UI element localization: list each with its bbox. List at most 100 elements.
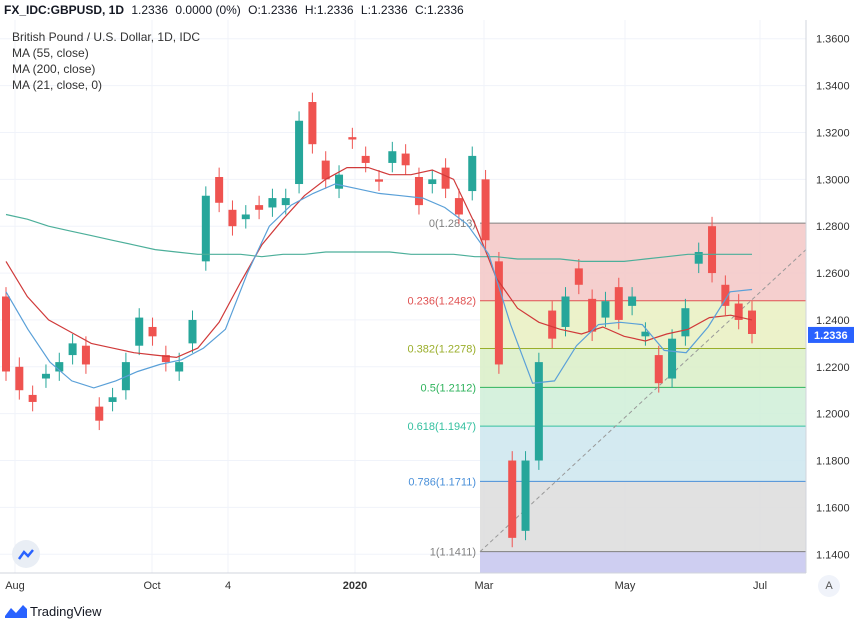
price-tick-label: 1.3400 <box>816 81 850 93</box>
candle-body <box>241 214 250 220</box>
time-tick-label: 2020 <box>343 580 367 592</box>
price-tick-label: 1.3000 <box>816 174 850 186</box>
candle-body <box>361 155 370 163</box>
candle-body <box>494 261 503 365</box>
fib-zone <box>480 387 806 427</box>
open-value: O:1.2336 <box>248 3 298 17</box>
candle-body <box>708 226 717 274</box>
candle-body <box>428 179 437 185</box>
candle-body <box>481 179 490 241</box>
ma21-line <box>5 167 753 359</box>
candle-body <box>148 326 157 337</box>
tradingview-logo-icon <box>5 605 27 618</box>
price-chart[interactable]: 0(1.2813) 0.236(1.2482) 0.382(1.2278) 0.5(1… <box>0 20 856 600</box>
candle-body <box>335 174 344 189</box>
candle-body <box>108 397 117 402</box>
fib-zone <box>480 481 806 552</box>
candle-body <box>681 308 690 337</box>
candle-body <box>228 209 237 227</box>
fib-level-label: 0.236(1.2482) <box>408 296 477 308</box>
ma200-line <box>5 213 752 262</box>
candle-body <box>628 296 637 306</box>
fib-level-label: 0(1.2813) <box>429 218 476 230</box>
high-value: H:1.2336 <box>304 3 354 17</box>
candle-body <box>561 296 570 327</box>
candle-body <box>414 176 423 206</box>
candle-body <box>375 179 383 182</box>
candle-body <box>401 153 410 166</box>
low-value: L:1.2336 <box>360 3 408 17</box>
cloud-icon[interactable] <box>12 540 40 568</box>
candle-body <box>601 301 610 318</box>
symbol-name[interactable]: FX_IDC:GBPUSD, 1D <box>4 3 125 17</box>
candle-body <box>348 137 357 140</box>
candle-body <box>95 406 104 421</box>
price-tick-label: 1.2400 <box>816 315 850 327</box>
candle-body <box>388 151 397 163</box>
candle-body <box>15 366 24 391</box>
candle-body <box>508 460 517 538</box>
fib-level-label: 1(1.1411) <box>430 547 476 559</box>
price-tick-label: 1.2800 <box>816 221 850 233</box>
candle-body <box>534 362 543 461</box>
candle-body <box>55 362 64 372</box>
candle-body <box>68 343 77 356</box>
fib-level-label: 0.5(1.2112) <box>421 382 476 394</box>
candle-body <box>188 319 197 344</box>
candle-body <box>694 251 703 264</box>
candle-body <box>614 287 623 320</box>
fib-zone <box>480 551 806 573</box>
time-tick-label: Mar <box>475 580 494 592</box>
candle-body <box>295 120 304 185</box>
candle-body <box>135 317 144 346</box>
candle-body <box>81 345 90 365</box>
price-tick-label: 1.2200 <box>816 362 850 374</box>
footer: TradingView <box>0 600 856 623</box>
price-tick-label: 1.1600 <box>816 502 850 514</box>
ma55-legend[interactable]: MA (55, close) <box>12 46 89 60</box>
candle-body <box>28 394 37 402</box>
candle-body <box>641 331 650 337</box>
price-tick-label: 1.1400 <box>816 549 850 561</box>
last-price: 1.2336 <box>131 3 169 17</box>
current-price-tag <box>808 326 854 343</box>
ma200-legend[interactable]: MA (200, close) <box>12 62 96 76</box>
candle-body <box>2 296 10 372</box>
candle-body <box>654 355 663 384</box>
price-change: 0.0000 (0%) <box>175 3 241 17</box>
candle-body <box>588 298 597 332</box>
candle-body <box>215 176 224 203</box>
time-tick-label: 4 <box>225 580 231 592</box>
chart-title: British Pound / U.S. Dollar, 1D, IDC <box>12 30 201 44</box>
tradingview-brand[interactable]: TradingView <box>30 604 102 619</box>
candle-body <box>308 102 317 145</box>
price-tick-label: 1.2600 <box>816 268 850 280</box>
price-tick-label: 1.3600 <box>816 34 850 46</box>
candle-body <box>268 198 277 208</box>
candle-body <box>321 160 330 180</box>
time-tick-label: Jul <box>753 580 767 592</box>
price-tick-label: 1.2000 <box>816 409 850 421</box>
ma55-line <box>5 183 753 389</box>
candle-body <box>521 460 530 531</box>
ma21-legend[interactable]: MA (21, close, 0) <box>12 78 103 92</box>
price-tick-label: 1.1800 <box>816 456 850 468</box>
candle-body <box>668 338 677 379</box>
candle-body <box>454 198 463 215</box>
candle-body <box>734 303 743 320</box>
time-tick-label: Aug <box>5 580 25 592</box>
fib-zone <box>480 348 806 388</box>
candle-body <box>161 355 170 363</box>
candle-body <box>281 198 290 206</box>
candle-body <box>548 310 557 339</box>
fib-level-label: 0.786(1.1711) <box>408 476 476 488</box>
fib-level-label: 0.382(1.2278) <box>408 344 477 356</box>
candle-body <box>468 155 477 192</box>
fib-level-label: 0.618(1.1947) <box>408 421 477 433</box>
auto-scale-button[interactable]: A <box>818 575 840 597</box>
candle-body <box>721 284 730 306</box>
candle-body <box>748 310 756 334</box>
candle-body <box>41 373 50 379</box>
candle-body <box>201 195 210 262</box>
fib-zone <box>480 426 806 482</box>
